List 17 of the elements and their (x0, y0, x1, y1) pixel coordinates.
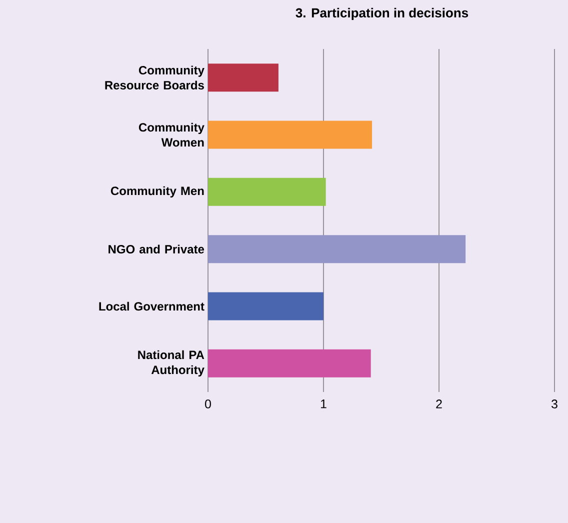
x-tick-label: 1 (320, 400, 326, 408)
y-tick-label: NGO and Private (108, 244, 204, 254)
y-tick-label: National PA Authority (138, 350, 204, 377)
x-tick-label: 2 (436, 400, 442, 408)
bar (208, 64, 278, 92)
bar (208, 235, 466, 264)
y-tick-label: Community Resource Boards (105, 66, 204, 90)
bar (208, 292, 324, 320)
chart-title: 3. Participation in decisions (296, 8, 468, 20)
y-tick-label: Community Women (138, 122, 204, 147)
bar (208, 120, 372, 149)
y-tick-label: Local Government (99, 302, 204, 311)
x-tick-label: 0 (205, 400, 211, 408)
bar (208, 349, 371, 378)
y-tick-label: Community Men (110, 186, 204, 198)
bar (208, 178, 326, 206)
x-tick-label: 3 (551, 400, 558, 408)
